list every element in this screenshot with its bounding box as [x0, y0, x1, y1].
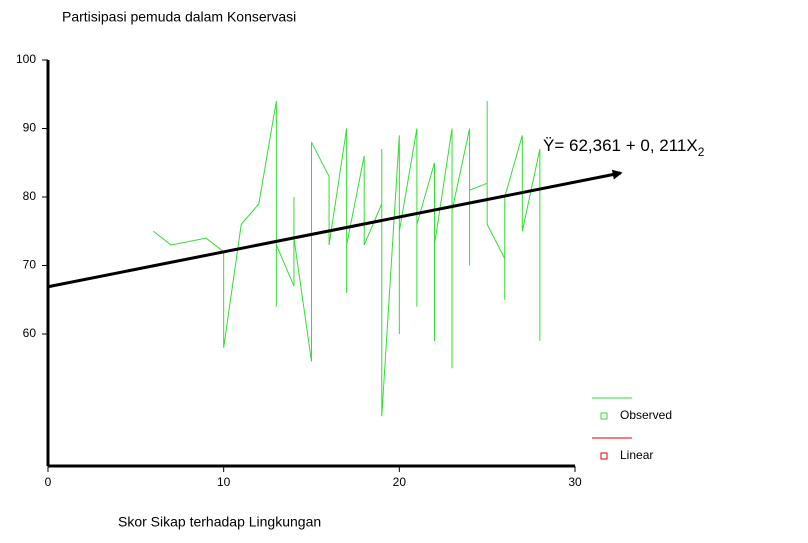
y-tick-label: 80 — [23, 189, 37, 203]
chart-title: Partisipasi pemuda dalam Konservasi — [62, 9, 296, 25]
y-tick-label: 90 — [23, 121, 37, 135]
y-tick-label: 60 — [23, 326, 37, 340]
legend-marker — [600, 412, 608, 420]
legend-marker — [600, 452, 608, 460]
x-tick-label: 20 — [393, 475, 407, 489]
equation-text: Ÿ= 62,361 + 0, 211X — [543, 136, 698, 155]
y-tick-label: 100 — [16, 52, 36, 66]
fit-line — [47, 169, 623, 289]
x-tick-label: 10 — [217, 475, 231, 489]
y-tick-label: 70 — [23, 258, 37, 272]
legend-label: Linear — [620, 448, 653, 462]
observed-line — [153, 101, 541, 417]
equation: Ÿ= 62,361 + 0, 211X2 — [543, 136, 705, 159]
x-tick-label: 0 — [45, 475, 52, 489]
x-tick-label: 30 — [568, 475, 582, 489]
legend-label: Observed — [620, 408, 672, 422]
equation-subscript: 2 — [698, 145, 705, 159]
x-axis-label: Skor Sikap terhadap Lingkungan — [118, 514, 321, 530]
